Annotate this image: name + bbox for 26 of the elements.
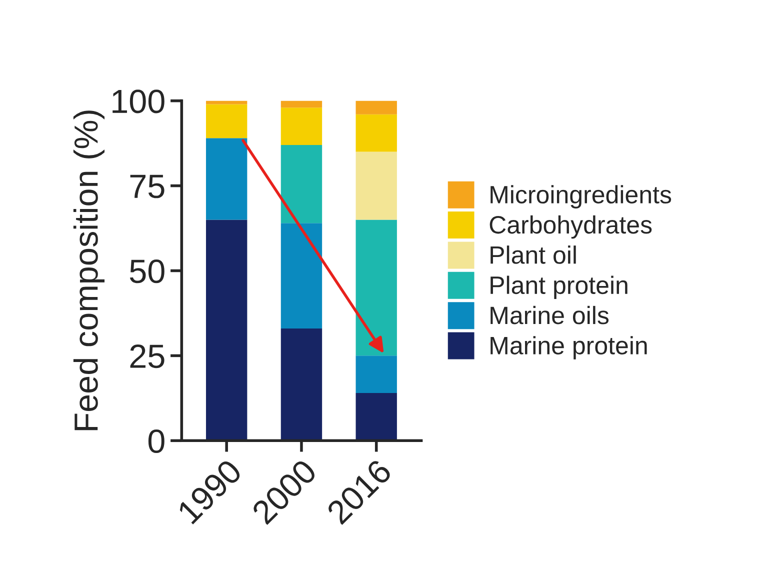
y-axis-title: Feed composition (%)	[73, 110, 105, 430]
legend-label: Marine oils	[490, 306, 609, 324]
bar	[356, 393, 397, 441]
bar	[280, 223, 322, 328]
y-tick-label: 0	[148, 429, 164, 454]
bar	[206, 220, 248, 441]
legend-label: Marine protein	[490, 336, 647, 360]
y-tick-label: 25	[130, 344, 164, 368]
bar	[356, 114, 397, 152]
bar	[206, 104, 248, 138]
y-tick-label: 50	[130, 260, 164, 284]
legend-label: Plant oil	[490, 246, 576, 264]
bar	[280, 108, 322, 145]
bar	[356, 152, 397, 220]
bar	[280, 144, 322, 224]
bar	[280, 328, 322, 441]
bar	[356, 220, 397, 356]
y-tick-label: 75	[130, 174, 164, 198]
y-tick-label: 100	[112, 90, 164, 114]
bar	[206, 138, 248, 220]
legend-label: Microingredients	[490, 185, 672, 208]
bar	[356, 356, 397, 394]
bar	[280, 100, 322, 108]
legend-label: Carbohydrates	[490, 215, 652, 239]
legend-label: Plant protein	[490, 276, 628, 300]
bar	[356, 100, 397, 114]
